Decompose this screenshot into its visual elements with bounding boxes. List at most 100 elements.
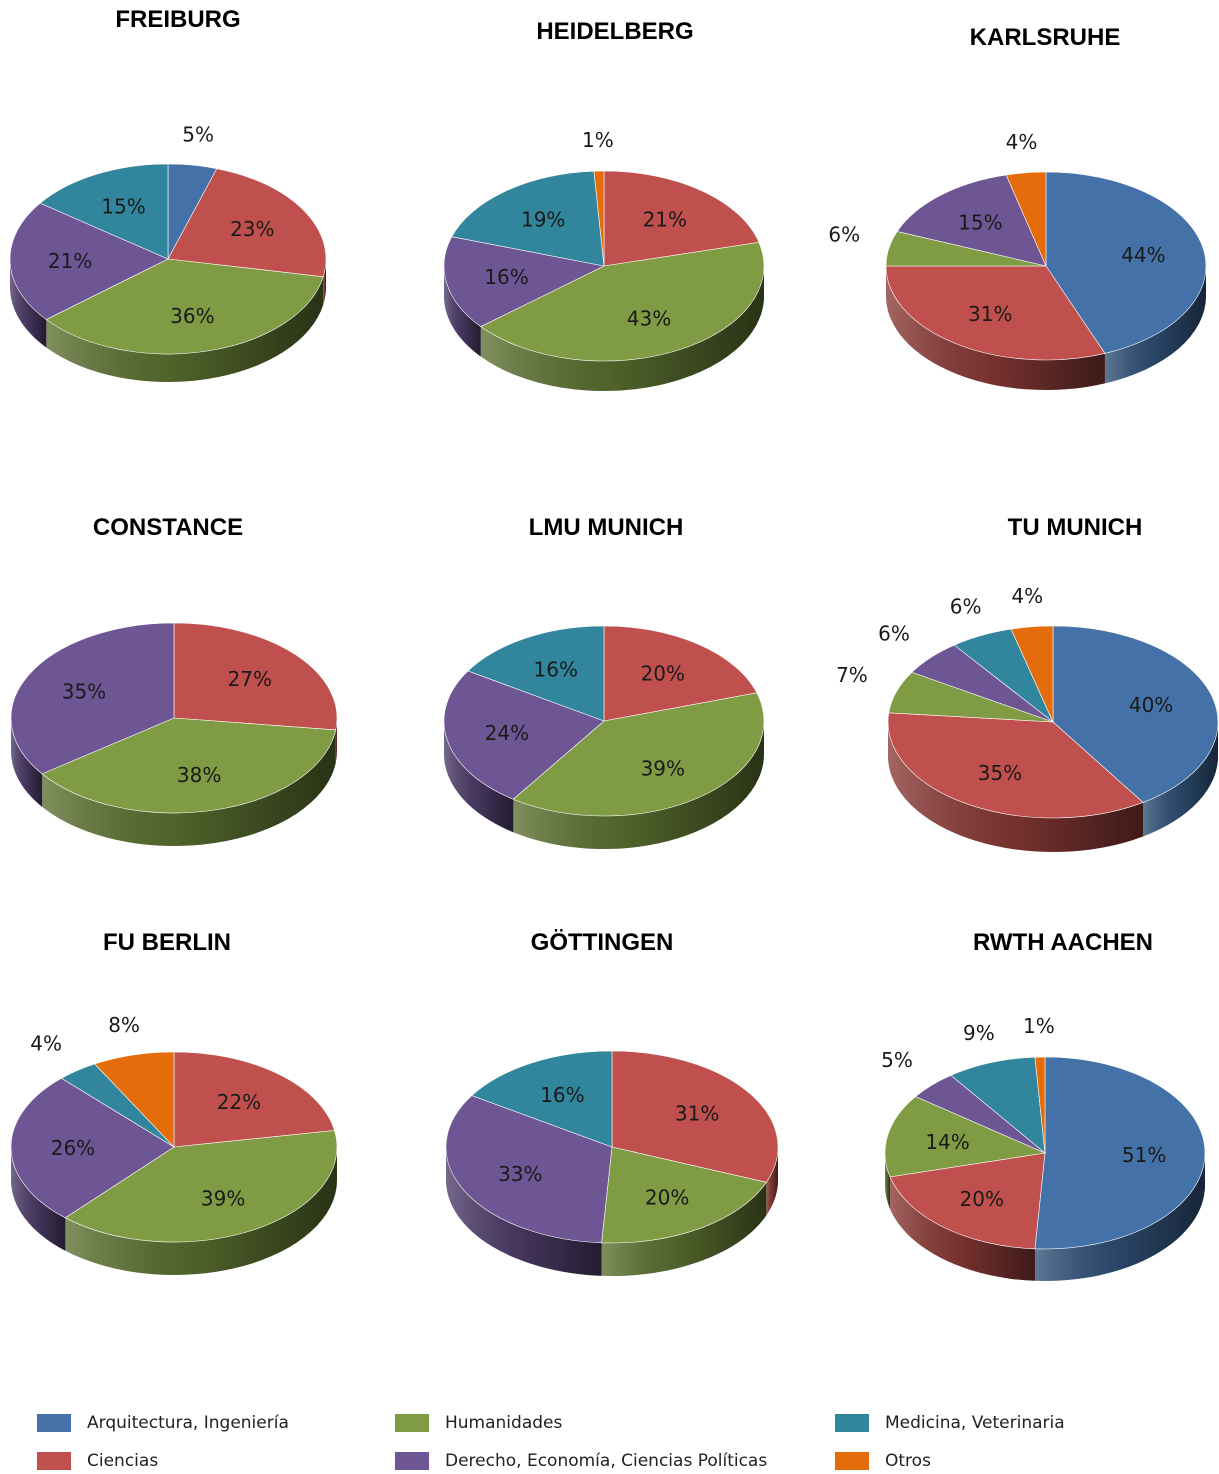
pie-slice-derecho-economia-ciencias-politicas (443, 236, 605, 327)
data-label-medicina-veterinaria: 9% (963, 1021, 995, 1045)
legend-label: Ciencias (87, 1451, 159, 1471)
legend-swatch (835, 1414, 869, 1432)
pie-slice-ciencias (887, 712, 1144, 819)
pie-side-shade (886, 266, 1105, 390)
pie-slice-ciencias (885, 265, 1106, 361)
data-label-humanidades: 43% (627, 306, 671, 330)
pie-side-shade (885, 1153, 891, 1209)
legend-label: Humanidades (445, 1413, 563, 1433)
legend-item-ciencias: Ciencias (37, 1448, 158, 1474)
data-label-medicina-veterinaria: 6% (950, 594, 982, 618)
pie-side-shade (890, 1176, 1035, 1281)
pie-slice-medicina-veterinaria (39, 163, 169, 260)
pie-freiburg: 5% 23% 36% 21% 15% (9, 123, 327, 382)
data-label-ciencias: 27% (228, 667, 272, 691)
pie-slice-ciencias (603, 170, 760, 267)
chart-title-constance: CONSTANCE (92, 514, 244, 541)
data-label-humanidades: 38% (177, 763, 221, 787)
pie-fu-berlin: 22% 39% 26% 4% 8% (10, 1013, 338, 1276)
legend-label: Medicina, Veterinaria (885, 1413, 1065, 1433)
data-label-arquitectura-ingenieria: 51% (1122, 1143, 1166, 1167)
pie-slice-derecho-economia-ciencias-politicas (10, 622, 175, 775)
data-label-arquitectura-ingenieria: 5% (182, 123, 214, 147)
data-label-medicina-veterinaria: 16% (534, 658, 578, 682)
data-label-humanidades: 6% (828, 223, 860, 247)
pie-slice-derecho-economia-ciencias-politicas (10, 1077, 175, 1219)
data-label-ciencias: 22% (217, 1090, 261, 1114)
pie-side-shade (445, 1147, 602, 1276)
pie-heidelberg: 21% 43% 16% 19% 1% (443, 128, 765, 391)
chart-title-karlsruhe: KARLSRUHE (969, 24, 1121, 51)
data-label-humanidades: 39% (641, 756, 685, 780)
data-label-otros: 4% (1011, 584, 1043, 608)
data-label-medicina-veterinaria: 19% (521, 207, 565, 231)
pie-slice-ciencias (889, 1152, 1046, 1250)
pie-slice-ciencias (167, 168, 327, 278)
legend-item-derecho: Derecho, Economía, Ciencias Políticas (395, 1448, 767, 1474)
data-label-otros: 4% (1006, 130, 1038, 154)
pie-slice-arquitectura-ingenieria (1052, 625, 1219, 803)
pie-side-shade (480, 266, 764, 391)
pie-side-shade (42, 729, 336, 847)
chart-title-gottingen: GÖTTINGEN (530, 929, 674, 956)
pie-side-shade (46, 276, 324, 382)
pie-lmu-munich: 20% 39% 24% 16% (443, 625, 765, 849)
legend-label: Derecho, Economía, Ciencias Políticas (445, 1451, 768, 1471)
pie-slice-ciencias (173, 1051, 335, 1148)
pie-slice-humanidades (601, 1146, 767, 1244)
pie-side-shade (10, 1147, 66, 1251)
pie-gottingen: 31% 20% 33% 16% (445, 1050, 779, 1277)
data-label-ciencias: 31% (675, 1102, 719, 1126)
pie-side-shade (65, 1147, 337, 1276)
pie-slice-medicina-veterinaria (467, 625, 605, 722)
pie-slice-medicina-veterinaria (950, 1056, 1046, 1154)
data-label-arquitectura-ingenieria: 40% (1129, 693, 1173, 717)
chart-title-lmu-munich: LMU MUNICH (528, 514, 684, 541)
chart-title-rwth-aachen: RWTH AACHEN (973, 929, 1153, 956)
pie-side-shade (1143, 722, 1218, 837)
pie-side-shade (601, 1182, 767, 1277)
legend-swatch (37, 1414, 71, 1432)
pie-charts-grid: 5%23%36%21%15%21%43%16%19%1%44%31%6%15%4… (9, 123, 1219, 1281)
pie-slice-otros (1034, 1056, 1046, 1154)
pie-slice-ciencias (173, 622, 338, 731)
data-label-derecho-economia-ciencias-politicas: 33% (498, 1162, 542, 1186)
pie-side-shade (11, 718, 43, 807)
data-label-otros: 1% (582, 128, 614, 152)
data-label-derecho-economia-ciencias-politicas: 35% (62, 679, 106, 703)
pie-slice-derecho-economia-ciencias-politicas (896, 174, 1047, 267)
data-label-medicina-veterinaria: 16% (540, 1083, 584, 1107)
pie-slice-humanidades (884, 1096, 1047, 1178)
legend-item-arquitectura: Arquitectura, Ingeniería (37, 1410, 289, 1436)
legend-swatch (37, 1452, 71, 1470)
pie-side-shade (444, 721, 514, 833)
pie-slice-arquitectura-ingenieria (1034, 1056, 1206, 1250)
pie-slice-otros (1010, 625, 1054, 723)
data-label-ciencias: 20% (641, 662, 685, 686)
pie-side-shade (766, 1147, 778, 1216)
pie-slice-medicina-veterinaria (451, 170, 605, 267)
data-label-ciencias: 35% (978, 761, 1022, 785)
chart-title-freiburg: FREIBURG (115, 6, 241, 33)
data-label-otros: 1% (1023, 1014, 1055, 1038)
pie-side-shade (888, 722, 1144, 853)
pie-karlsruhe: 44% 31% 6% 15% 4% (828, 130, 1207, 390)
data-label-derecho-economia-ciencias-politicas: 24% (485, 721, 529, 745)
data-label-humanidades: 20% (645, 1185, 689, 1209)
pie-slice-ciencias (611, 1050, 779, 1183)
pie-slice-derecho-economia-ciencias-politicas (9, 202, 169, 320)
chart-title-tu-munich: TU MUNICH (1007, 514, 1143, 541)
data-label-ciencias: 23% (230, 217, 274, 241)
chart-title-fu-berlin: FU BERLIN (103, 929, 231, 956)
legend-swatch (835, 1452, 869, 1470)
pie-slice-otros (94, 1051, 175, 1148)
data-label-derecho-economia-ciencias-politicas: 15% (958, 210, 1002, 234)
pie-slice-humanidades (64, 1130, 338, 1243)
pie-side-shade (1034, 1153, 1205, 1281)
legend-item-humanidades: Humanidades (395, 1410, 562, 1436)
pie-slice-humanidades (512, 692, 765, 817)
legend-item-medicina: Medicina, Veterinaria (835, 1410, 1065, 1436)
data-label-humanidades: 39% (201, 1186, 245, 1210)
data-label-derecho-economia-ciencias-politicas: 5% (881, 1048, 913, 1072)
pie-slice-derecho-economia-ciencias-politicas (443, 670, 605, 800)
